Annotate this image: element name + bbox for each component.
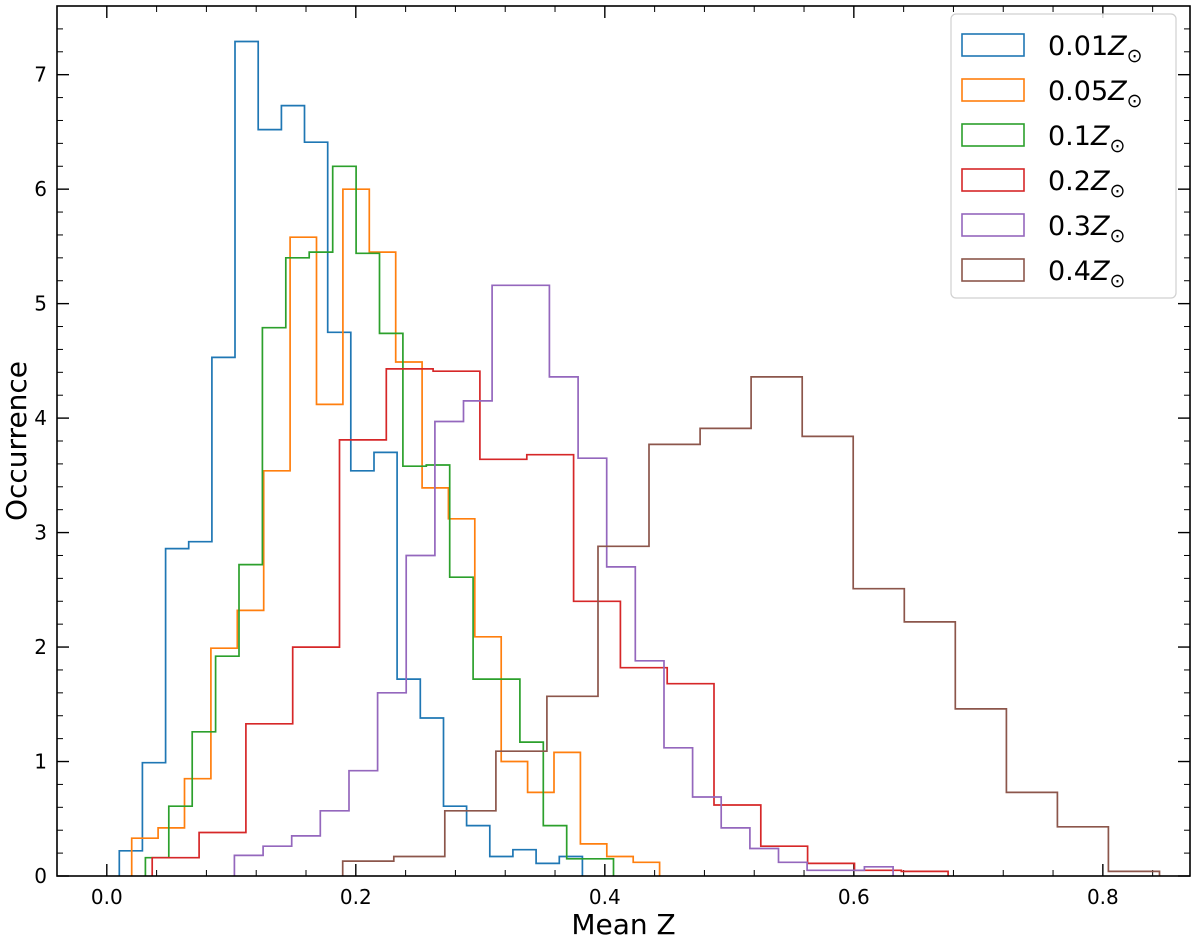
legend-box xyxy=(950,13,1177,299)
legend-swatch xyxy=(961,258,1025,282)
legend-label: 0.3Z⊙ xyxy=(1048,211,1125,247)
histogram-series-5 xyxy=(341,376,1161,876)
x-tick-label: 0.8 xyxy=(1087,885,1119,909)
legend-swatch xyxy=(961,213,1025,237)
x-tick-label: 0.6 xyxy=(838,885,870,909)
legend-swatch xyxy=(961,123,1025,147)
histogram-series-3 xyxy=(151,368,949,876)
histogram-series-1 xyxy=(130,188,661,876)
y-tick-label: 4 xyxy=(34,406,47,430)
y-tick-label: 2 xyxy=(34,635,47,659)
histogram-series-4 xyxy=(233,284,894,876)
y-tick-label: 6 xyxy=(34,177,47,201)
histogram-series-2 xyxy=(144,165,615,876)
legend: 0.01Z⊙ 0.05Z⊙ 0.1Z⊙ 0.2Z⊙ 0.3Z⊙ 0.4Z⊙ xyxy=(950,13,1177,299)
plot-frame xyxy=(56,5,1191,877)
y-tick-label: 7 xyxy=(34,63,47,87)
legend-label: 0.4Z⊙ xyxy=(1048,256,1125,292)
legend-label: 0.01Z⊙ xyxy=(1048,31,1143,67)
legend-label: 0.1Z⊙ xyxy=(1048,121,1125,157)
tick-labels: 0.0 0.2 0.4 0.6 0.8 0 1 2 3 4 5 6 7 xyxy=(34,63,1118,909)
legend-swatch xyxy=(961,168,1025,192)
x-tick-label: 0.2 xyxy=(340,885,372,909)
legend-label: 0.2Z⊙ xyxy=(1048,166,1125,202)
x-tick-label: 0.4 xyxy=(589,885,621,909)
y-axis-title: Occurrence xyxy=(0,361,33,521)
histogram-series-0 xyxy=(118,40,584,876)
x-axis-title: Mean Z xyxy=(571,908,675,941)
y-tick-label: 3 xyxy=(34,521,47,545)
y-tick-label: 1 xyxy=(34,750,47,774)
legend-swatch xyxy=(961,33,1025,57)
legend-swatch xyxy=(961,78,1025,102)
histogram-series xyxy=(118,40,1161,876)
y-tick-label: 0 xyxy=(34,864,47,888)
legend-label: 0.05Z⊙ xyxy=(1048,76,1143,112)
x-tick-label: 0.0 xyxy=(91,885,123,909)
y-tick-label: 5 xyxy=(34,292,47,316)
